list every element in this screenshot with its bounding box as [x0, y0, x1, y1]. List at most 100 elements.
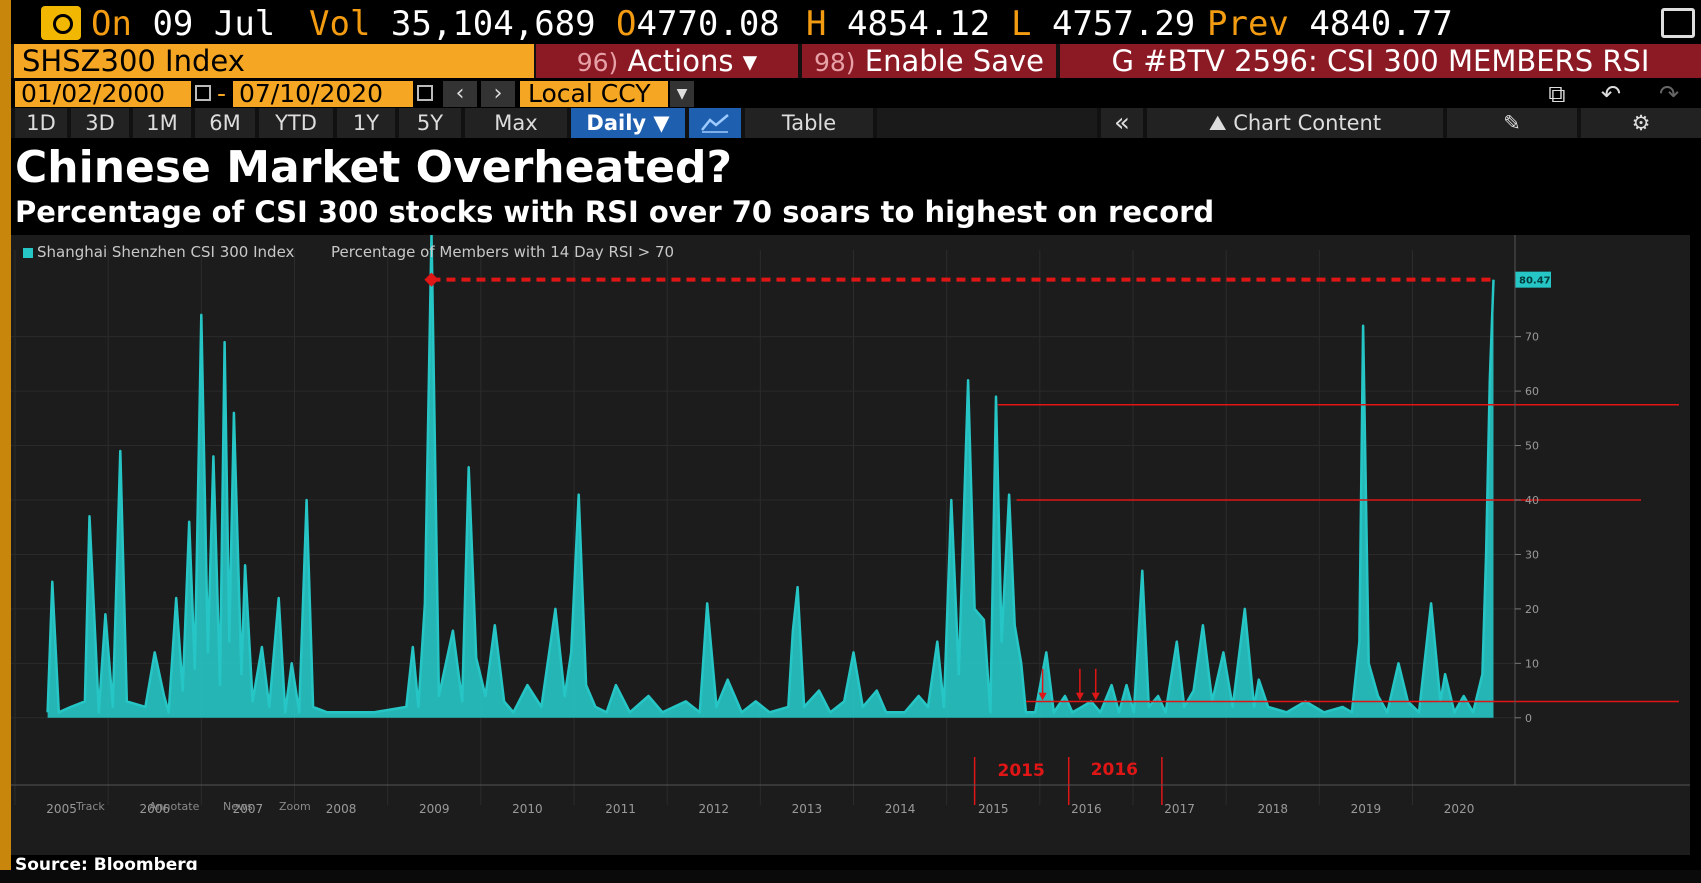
y-tick-label: 40	[1525, 494, 1539, 507]
tab-1d[interactable]: 1D	[15, 108, 67, 138]
vol-label: Vol	[309, 4, 371, 44]
command-bar: SHSZ300 Index 96) Actions ▾ 98) Enable S…	[11, 44, 1701, 78]
tab-1y[interactable]: 1Y	[337, 108, 395, 138]
x-tick-label: 2014	[885, 802, 916, 816]
frame-edge	[0, 0, 11, 883]
prev-label: Prev	[1207, 4, 1289, 44]
next-arrow-icon[interactable]: ›	[481, 81, 515, 107]
on-value: 09 Jul	[152, 4, 276, 44]
x-tick-label: 2012	[698, 802, 729, 816]
chart-name-button[interactable]: G #BTV 2596: CSI 300 MEMBERS RSI	[1060, 44, 1701, 78]
date-range-bar: 01/02/2000 - 07/10/2020 ‹ › Local CCY ▼ …	[11, 80, 1701, 108]
frame-bottom-edge	[0, 870, 1701, 883]
tab-ytd[interactable]: YTD	[259, 108, 333, 138]
currency-select[interactable]: Local CCY	[520, 81, 668, 107]
legend-entry-index: Shanghai Shenzhen CSI 300 Index	[37, 243, 295, 261]
quote-prev: Prev 4840.77	[1207, 4, 1453, 44]
annotation-arrowhead	[1075, 692, 1084, 701]
legend: Shanghai Shenzhen CSI 300 Index Percenta…	[23, 243, 674, 261]
series-fill	[47, 235, 1494, 718]
prev-value: 4840.77	[1309, 4, 1453, 44]
x-tick-label: 2005	[46, 802, 77, 816]
low-label: L	[1011, 4, 1032, 44]
y-tick-label: 10	[1525, 657, 1539, 670]
on-label: On	[91, 4, 132, 44]
chevron-down-icon[interactable]: ▼	[670, 81, 694, 107]
x-tick-label: 2011	[605, 802, 636, 816]
chart-content-button[interactable]: ⛰ Chart Content	[1147, 108, 1443, 138]
y-tick-label: 30	[1525, 548, 1539, 561]
year-label-2015: 2015	[998, 761, 1045, 781]
tab-3d[interactable]: 3D	[71, 108, 129, 138]
actions-label: Actions ▾	[627, 44, 758, 78]
chart-content-icon: ⛰	[1208, 111, 1227, 135]
chart-content-label: Chart Content	[1233, 111, 1382, 135]
actions-button[interactable]: 96) Actions ▾	[536, 44, 798, 78]
x-tick-label: 2015	[978, 802, 1009, 816]
year-label-2016: 2016	[1091, 760, 1138, 780]
gauge-icon[interactable]	[41, 6, 81, 40]
date-separator: -	[217, 79, 227, 108]
calendar-icon[interactable]	[417, 85, 433, 101]
last-value-label: 80.47	[1519, 276, 1551, 287]
y-tick-label: 70	[1525, 331, 1539, 344]
track-tool[interactable]: Track	[75, 800, 105, 813]
legend-entry-rsi: Percentage of Members with 14 Day RSI > …	[331, 243, 674, 261]
line-chart-icon-glyph	[701, 114, 729, 133]
end-date-input[interactable]: 07/10/2020	[233, 81, 413, 107]
x-tick-label: 2016	[1071, 802, 1102, 816]
gear-icon[interactable]: ⚙	[1581, 108, 1701, 138]
quote-high: H 4854.12	[806, 4, 990, 44]
y-axis: 0 10 20 30 40 50 60 70	[1514, 235, 1539, 785]
tab-max[interactable]: Max	[465, 108, 567, 138]
x-tick-label: 2006	[139, 802, 170, 816]
enable-save-button[interactable]: 98) Enable Save	[802, 44, 1056, 78]
table-button[interactable]: Table	[745, 108, 873, 138]
legend-swatch	[23, 248, 33, 258]
redo-icon[interactable]: ↷	[1658, 80, 1680, 108]
y-tick-label: 50	[1525, 440, 1539, 453]
line-chart-icon[interactable]	[689, 108, 741, 138]
tab-5y[interactable]: 5Y	[399, 108, 461, 138]
zoom-tool[interactable]: Zoom	[279, 800, 311, 813]
start-date-input[interactable]: 01/02/2000	[15, 81, 191, 107]
undo-icon[interactable]: ↶	[1600, 80, 1622, 108]
period-toolbar: 1D 3D 1M 6M YTD 1Y 5Y Max Daily ▼ Table …	[11, 108, 1701, 138]
chart-area: 80.47 2015 2016 0 10 20 30 40 50 60 70 2005 2006 2…	[11, 235, 1690, 855]
popout-icon[interactable]	[1661, 8, 1695, 38]
quote-open: O4770.08	[616, 4, 780, 44]
x-tick-label: 2017	[1164, 802, 1195, 816]
low-value: 4757.29	[1051, 4, 1196, 44]
annotation-arrowhead	[1038, 692, 1047, 701]
chart-title: Chinese Market Overheated?	[15, 142, 733, 193]
frequency-select[interactable]: Daily ▼	[571, 108, 685, 138]
edit-icon[interactable]: ✎	[1447, 108, 1577, 138]
annotations: 2015 2016	[973, 403, 1679, 805]
open-value: 4770.08	[636, 4, 780, 44]
prev-arrow-icon[interactable]: ‹	[443, 81, 477, 107]
x-tick-label: 2007	[233, 802, 264, 816]
high-value: 4854.12	[846, 4, 991, 44]
calendar-icon[interactable]	[195, 85, 211, 101]
x-tick-label: 2008	[326, 802, 357, 816]
chart-subtitle: Percentage of CSI 300 stocks with RSI ov…	[15, 195, 1215, 229]
x-tick-label: 2020	[1444, 802, 1475, 816]
slideshow-icon[interactable]: ⧉	[1548, 80, 1566, 108]
annotation-arrowhead	[1091, 692, 1100, 701]
tab-6m[interactable]: 6M	[195, 108, 255, 138]
y-tick-label: 60	[1525, 385, 1539, 398]
collapse-icon[interactable]: «	[1101, 108, 1143, 138]
save-number: 98)	[814, 48, 856, 77]
last-value-tag	[1515, 271, 1551, 288]
quote-date: On 09 Jul	[91, 4, 275, 44]
annotate-tool[interactable]: Annotate	[149, 800, 200, 813]
security-field[interactable]: SHSZ300 Index	[14, 44, 534, 78]
tab-1m[interactable]: 1M	[133, 108, 191, 138]
chart-toolbar: Track Annotate News Zoom	[75, 800, 311, 813]
toolbar-spacer	[877, 108, 1097, 138]
y-tick-label: 20	[1525, 603, 1539, 616]
news-tool[interactable]: News	[223, 800, 253, 813]
open-label: O	[616, 4, 637, 44]
chart-background	[11, 235, 1690, 855]
